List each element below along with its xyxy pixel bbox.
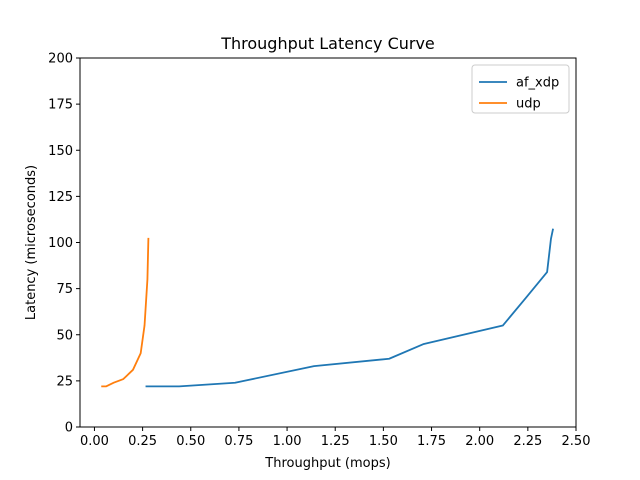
x-tick-label: 0.50 [176,434,205,449]
y-tick-label: 125 [48,190,73,205]
x-axis-title: Throughput (mops) [264,456,390,471]
x-axis: 0.00 0.25 0.50 0.75 1.00 1.25 1.50 1.75 2.00 2.25… [80,427,591,449]
y-tick-label: 0 [65,421,73,436]
x-tick-label: 1.75 [417,434,446,449]
series-line-af-xdp [145,228,554,388]
x-tick-label: 2.25 [513,434,542,449]
marks-layer [101,228,554,388]
y-tick-label: 100 [48,236,73,251]
y-axis: 0 25 50 75 100 125 150 175 200 [48,52,80,436]
legend-label: af_xdp [516,76,559,91]
legend-label: udp [516,97,541,112]
y-tick-label: 175 [48,98,73,113]
x-tick-label: 1.00 [273,434,302,449]
y-axis-title: Latency (microseconds) [24,165,39,320]
x-tick-label: 0.00 [80,434,109,449]
y-tick-label: 150 [48,144,73,159]
x-tick-label: 1.50 [369,434,398,449]
x-tick-label: 2.50 [562,434,591,449]
x-tick-label: 0.25 [128,434,157,449]
x-tick-label: 2.00 [465,434,494,449]
x-tick-label: 1.25 [321,434,350,449]
x-tick-label: 0.75 [224,434,253,449]
y-tick-label: 50 [56,328,73,343]
legend-box [471,64,570,114]
y-tick-label: 75 [56,282,73,297]
y-tick-label: 200 [48,52,73,67]
y-tick-label: 25 [56,374,73,389]
series-line-udp [101,237,150,388]
chart-title: Throughput Latency Curve [220,34,435,53]
